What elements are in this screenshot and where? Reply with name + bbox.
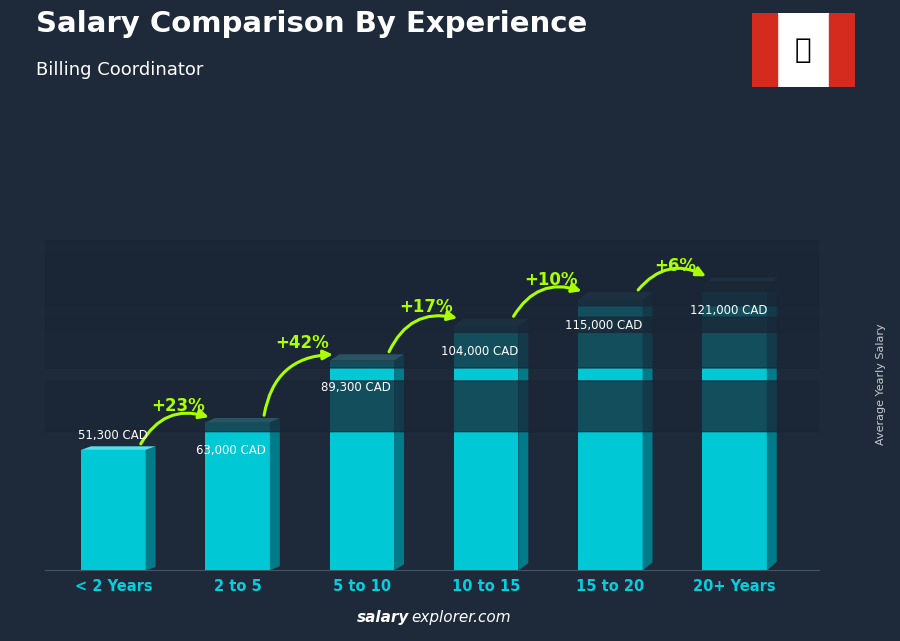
Bar — [329, 361, 394, 570]
Bar — [81, 450, 146, 570]
Bar — [205, 422, 270, 570]
Polygon shape — [81, 446, 156, 450]
Text: Average Yearly Salary: Average Yearly Salary — [877, 324, 886, 445]
Bar — [454, 326, 518, 570]
Circle shape — [0, 240, 900, 291]
Text: explorer.com: explorer.com — [411, 610, 511, 625]
Text: 51,300 CAD: 51,300 CAD — [78, 429, 148, 442]
Text: Salary Comparison By Experience: Salary Comparison By Experience — [36, 10, 587, 38]
Polygon shape — [454, 319, 528, 326]
Polygon shape — [270, 418, 280, 570]
Text: 89,300 CAD: 89,300 CAD — [320, 381, 391, 394]
Text: salary: salary — [357, 610, 410, 625]
Bar — [752, 13, 778, 87]
Polygon shape — [205, 418, 280, 422]
Bar — [578, 300, 643, 570]
Text: +42%: +42% — [275, 333, 329, 352]
Text: Billing Coordinator: Billing Coordinator — [36, 61, 203, 79]
Polygon shape — [578, 292, 652, 300]
Polygon shape — [394, 354, 404, 570]
Circle shape — [0, 255, 900, 306]
Polygon shape — [146, 446, 156, 570]
Text: +23%: +23% — [151, 397, 205, 415]
Text: 104,000 CAD: 104,000 CAD — [441, 345, 518, 358]
Polygon shape — [518, 319, 528, 570]
Text: 121,000 CAD: 121,000 CAD — [689, 304, 767, 317]
Bar — [829, 13, 855, 87]
Polygon shape — [329, 354, 404, 361]
Bar — [702, 286, 767, 570]
Polygon shape — [702, 278, 777, 286]
Circle shape — [0, 381, 900, 431]
Polygon shape — [767, 278, 777, 570]
Text: 63,000 CAD: 63,000 CAD — [196, 444, 266, 458]
Circle shape — [0, 281, 900, 333]
Text: 115,000 CAD: 115,000 CAD — [565, 319, 643, 331]
Text: +17%: +17% — [400, 298, 454, 316]
Circle shape — [0, 317, 900, 368]
Text: 🍁: 🍁 — [795, 36, 812, 63]
Text: +10%: +10% — [524, 271, 578, 289]
Polygon shape — [643, 292, 652, 570]
Text: +6%: +6% — [654, 257, 696, 275]
